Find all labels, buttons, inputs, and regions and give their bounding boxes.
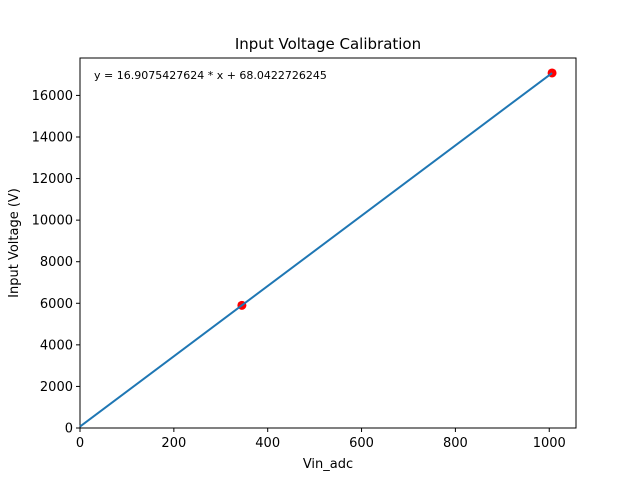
x-tick-label: 600 — [349, 436, 374, 451]
y-tick-label: 10000 — [32, 214, 73, 229]
y-tick-label: 12000 — [32, 172, 73, 187]
plot-frame — [79, 57, 577, 429]
chart-title: Input Voltage Calibration — [235, 35, 421, 53]
y-tick-label: 6000 — [40, 297, 73, 312]
y-tick-label: 8000 — [40, 255, 73, 270]
x-axis-label: Vin_adc — [303, 457, 353, 472]
y-axis: 0 2000 4000 6000 8000 10000 12000 14000 16000 — [32, 89, 80, 437]
x-tick-label: 0 — [76, 436, 84, 451]
y-tick-label: 16000 — [32, 89, 73, 104]
x-tick-label: 200 — [161, 436, 186, 451]
y-axis-label: Input Voltage (V) — [7, 188, 22, 298]
y-tick-label: 4000 — [40, 338, 73, 353]
x-tick-label: 400 — [255, 436, 280, 451]
x-tick-label: 800 — [443, 436, 468, 451]
x-tick-label: 1000 — [533, 436, 566, 451]
x-axis: 0 200 400 600 800 1000 — [76, 428, 566, 451]
fit-equation: y = 16.9075427624 * x + 68.0422726245 — [94, 69, 327, 82]
fit-line — [79, 72, 553, 428]
series-layer — [79, 68, 557, 428]
plot-area: 0 200 400 600 800 1000 0 2000 4000 6000 8000 10000… — [32, 57, 577, 451]
y-tick-label: 2000 — [40, 380, 73, 395]
y-tick-label: 0 — [65, 422, 73, 437]
y-tick-label: 14000 — [32, 130, 73, 145]
